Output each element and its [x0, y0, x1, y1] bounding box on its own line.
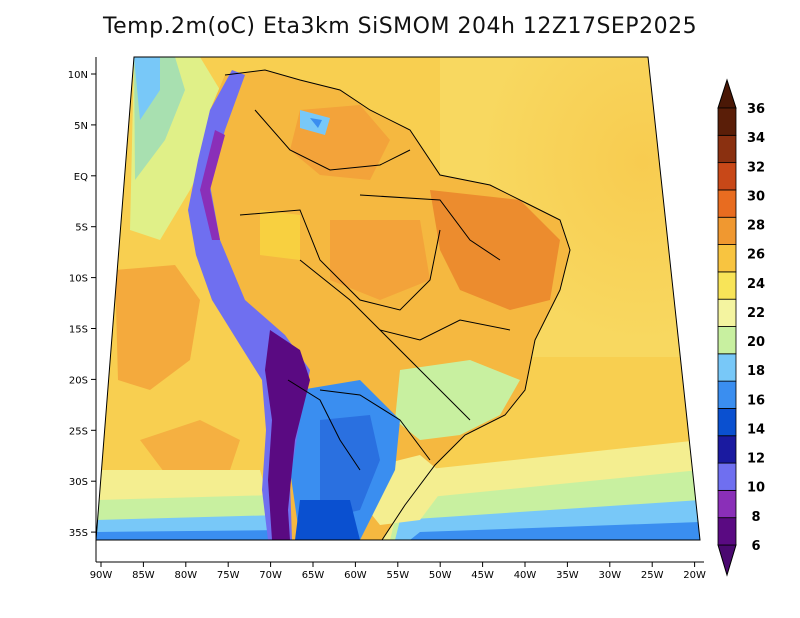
colorbar-segment [717, 353, 737, 382]
colorbar-label: 34 [747, 131, 765, 146]
lat-tick-label: 35S [69, 528, 88, 539]
lon-tick-label: 90W [90, 570, 113, 581]
lon-ticks: 90W 85W 80W 75W 70W 65W 60W 55W 50W 45W 40W 35W 30W 2… [90, 562, 706, 581]
colorbar-label: 6 [751, 539, 760, 554]
lon-tick-label: 80W [174, 570, 197, 581]
colorbar-label: 18 [747, 364, 765, 379]
colorbar-label: 10 [747, 481, 765, 496]
colorbar-segment [717, 326, 737, 355]
colorbar-segment [717, 489, 737, 519]
lat-tick-label: 10N [68, 70, 88, 81]
colorbar-label: 22 [747, 306, 765, 321]
lat-tick-label: EQ [74, 172, 88, 183]
colorbar-label: 12 [747, 452, 765, 467]
colorbar-segment [717, 298, 737, 327]
lat-tick-label: 5N [74, 121, 88, 132]
lat-tick-label: 5S [75, 223, 88, 234]
colorbar-segment [717, 134, 737, 164]
colorbar: 6 8 10 12 14 16 18 20 22 24 26 28 30 32 34 36 [717, 78, 765, 577]
colorbar-segment [717, 107, 737, 136]
colorbar-segment [717, 216, 737, 245]
map-frame [95, 56, 701, 541]
colorbar-label: 28 [747, 219, 765, 234]
lat-tick-label: 10S [69, 274, 88, 285]
lon-tick-label: 55W [386, 570, 409, 581]
lon-tick-label: 35W [556, 570, 579, 581]
map-domain [96, 57, 700, 540]
lon-tick-label: 60W [344, 570, 367, 581]
lat-tick-label: 15S [69, 325, 88, 336]
colorbar-segment [717, 162, 737, 191]
colorbar-label: 24 [747, 277, 765, 292]
lon-tick-label: 20W [683, 570, 706, 581]
lon-tick-label: 85W [132, 570, 155, 581]
colorbar-label: 8 [751, 510, 760, 525]
colorbar-segment [717, 244, 737, 273]
colorbar-arrow-bottom [717, 544, 737, 577]
lon-tick-label: 45W [471, 570, 494, 581]
colorbar-label: 16 [747, 393, 765, 408]
colorbar-segment [717, 517, 737, 546]
lon-tick-label: 75W [217, 570, 240, 581]
colorbar-label: 30 [747, 189, 765, 204]
lon-tick-label: 30W [598, 570, 621, 581]
lon-tick-label: 40W [514, 570, 537, 581]
lat-tick-label: 20S [69, 375, 88, 386]
colorbar-label: 26 [747, 248, 765, 263]
lon-tick-label: 50W [429, 570, 452, 581]
country-borders [224, 69, 571, 541]
colorbar-segment [717, 189, 737, 218]
colorbar-label: 20 [747, 335, 765, 350]
lon-tick-label: 70W [259, 570, 282, 581]
colorbar-arrow-top [717, 78, 737, 109]
colorbar-segment [717, 380, 737, 409]
colorbar-label: 36 [747, 102, 765, 117]
colorbar-segment [717, 408, 737, 437]
lat-tick-label: 30S [69, 477, 88, 488]
map-title: Temp.2m(oC) Eta3km SiSMOM 204h 12Z17SEP2… [102, 14, 698, 39]
colorbar-segment [717, 462, 737, 491]
colorbar-segment [717, 271, 737, 300]
lon-tick-label: 65W [302, 570, 325, 581]
lat-ticks: 10N 5N EQ 5S 10S 15S 20S 25S 30S 35S [68, 70, 96, 539]
lat-tick-label: 25S [69, 426, 88, 437]
colorbar-label: 14 [747, 422, 765, 437]
lon-tick-label: 25W [641, 570, 664, 581]
colorbar-segment [717, 435, 737, 464]
colorbar-label: 32 [747, 160, 765, 175]
